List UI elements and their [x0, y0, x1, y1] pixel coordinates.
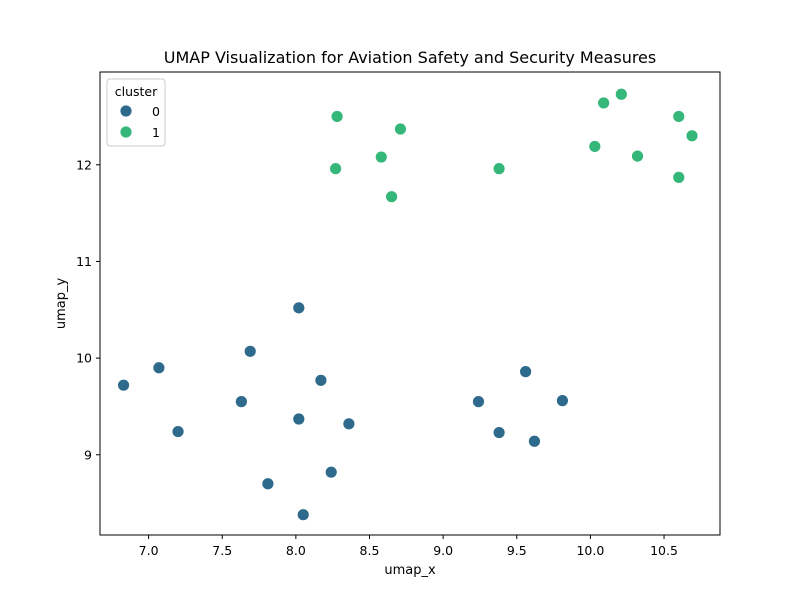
data-point-cluster-0 [472, 395, 485, 409]
y-axis-label: umap_y [54, 278, 69, 330]
x-tick-label: 8.0 [286, 543, 306, 558]
data-point-cluster-1 [631, 149, 644, 163]
data-point-cluster-0 [296, 508, 310, 522]
data-point-cluster-0 [152, 361, 166, 375]
data-point-cluster-1 [330, 110, 344, 123]
x-tick-label: 8.5 [360, 543, 380, 558]
y-tick-label: 12 [76, 157, 92, 172]
data-point-cluster-0 [556, 394, 569, 408]
data-point-cluster-1 [597, 96, 611, 110]
data-point-cluster-1 [588, 140, 602, 153]
data-point-cluster-1 [685, 129, 699, 143]
legend-label-1: 1 [152, 125, 160, 140]
y-tick-label: 11 [76, 254, 92, 269]
data-point-cluster-0 [117, 378, 130, 392]
x-tick-label: 10.5 [650, 543, 678, 558]
legend: cluster 0 1 [106, 78, 166, 147]
data-point-cluster-0 [292, 412, 306, 426]
data-point-cluster-1 [374, 150, 388, 164]
legend-marker-0 [119, 104, 133, 118]
data-point-cluster-1 [492, 162, 506, 176]
x-axis-label: umap_x [384, 563, 436, 578]
chart-title: UMAP Visualization for Aviation Safety a… [164, 48, 656, 67]
points-layer [117, 87, 699, 522]
data-point-cluster-0 [292, 301, 306, 315]
x-tick-label: 9.0 [433, 543, 453, 558]
data-point-cluster-1 [394, 122, 407, 136]
x-tick-label: 7.5 [212, 543, 232, 558]
plot-area [100, 72, 720, 535]
y-tick-label: 9 [84, 447, 92, 462]
data-point-cluster-1 [672, 170, 686, 184]
x-axis-ticks: 7.0 7.5 8.0 8.5 9.0 9.5 10.0 10.5 [139, 535, 678, 558]
data-point-cluster-0 [243, 344, 257, 358]
y-tick-label: 10 [76, 351, 92, 366]
x-tick-label: 9.5 [507, 543, 527, 558]
x-tick-label: 10.0 [576, 543, 604, 558]
data-point-cluster-0 [342, 417, 356, 431]
data-point-cluster-0 [261, 477, 275, 491]
data-point-cluster-0 [314, 373, 328, 387]
data-point-cluster-1 [329, 162, 343, 176]
data-point-cluster-0 [519, 365, 533, 379]
data-point-cluster-1 [614, 87, 628, 101]
legend-marker-1 [119, 125, 133, 139]
data-point-cluster-0 [171, 425, 185, 438]
data-point-cluster-0 [528, 434, 541, 448]
y-axis-ticks: 9 10 11 12 [76, 157, 100, 462]
data-point-cluster-0 [234, 395, 248, 409]
data-point-cluster-0 [492, 426, 506, 439]
data-point-cluster-0 [324, 465, 338, 479]
x-tick-label: 7.0 [139, 543, 159, 558]
plot-frame [99, 71, 721, 536]
legend-title: cluster [115, 84, 158, 99]
data-point-cluster-1 [385, 190, 398, 204]
data-point-cluster-1 [672, 110, 686, 123]
legend-label-0: 0 [152, 104, 160, 119]
